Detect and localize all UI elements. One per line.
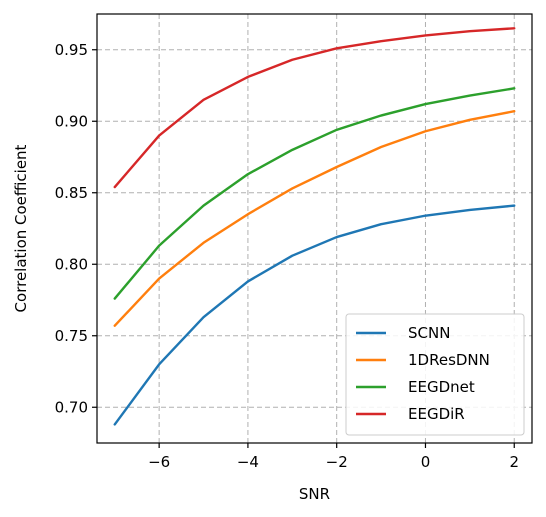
y-tick-label: 0.95 [55,41,88,59]
series-line-scnn [113,204,516,426]
y-tick-label: 0.90 [55,112,88,130]
y-tick-label: 0.85 [55,184,88,202]
x-axis-ticks: −6 −4 −2 0 2 [148,443,519,471]
series-line-eegdir [113,27,516,189]
y-axis-title: Correlation Coefficient [12,144,30,312]
series-lines [113,27,516,426]
y-tick-label: 0.70 [55,398,88,416]
legend-box [345,313,525,436]
x-tick-label: 0 [421,453,431,471]
legend-label: 1DResDNN [408,351,490,369]
plot-frame [96,13,533,444]
x-axis-title: SNR [299,485,330,503]
legend: SCNN 1DResDNN EEGDnet EEGDiR [345,313,525,436]
y-axis-ticks: 0.70 0.75 0.80 0.85 0.90 0.95 [55,41,97,416]
x-tick-label: −4 [237,453,259,471]
legend-label: EEGDiR [408,405,465,423]
x-tick-label: −2 [326,453,348,471]
y-tick-label: 0.80 [55,255,88,273]
legend-label: EEGDnet [408,378,475,396]
x-tick-label: −6 [148,453,170,471]
x-tick-label: 2 [509,453,519,471]
series-line-1dresdnn [113,110,516,327]
series-line-eegdnet [113,87,516,300]
legend-label: SCNN [408,324,450,342]
y-tick-label: 0.75 [55,327,88,345]
